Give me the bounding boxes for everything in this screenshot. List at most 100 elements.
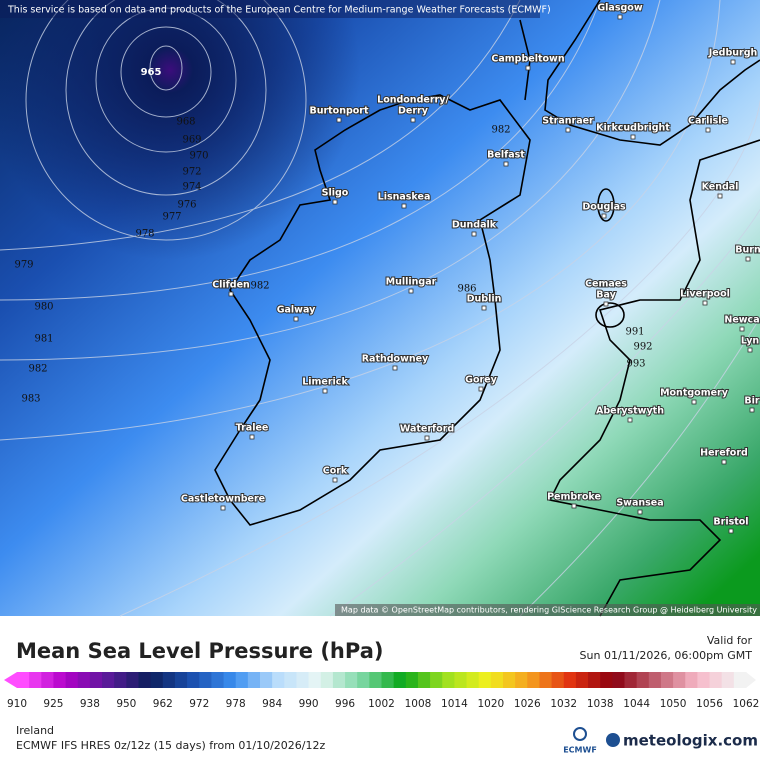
city-label: Burtonport <box>309 106 369 117</box>
colorbar-segment <box>393 672 407 688</box>
colorbar-segment <box>77 672 91 688</box>
city-marker <box>249 434 255 440</box>
isobar-label: 979 <box>14 260 33 271</box>
colorbar-segment <box>174 672 188 688</box>
city-label: Swansea <box>616 498 663 509</box>
colorbar-segment <box>551 672 565 688</box>
city-marker <box>478 386 484 392</box>
city-label: Clifden <box>212 280 250 291</box>
city-label: Kendal <box>702 182 739 193</box>
city-label: Dublin <box>467 294 502 305</box>
valid-label: Valid for <box>707 634 753 647</box>
city-marker <box>603 301 609 307</box>
city-marker <box>601 213 607 219</box>
coastlines <box>214 0 760 617</box>
isobar-label: 977 <box>162 212 181 223</box>
colorbar-segment <box>260 672 273 688</box>
colorbar-tick-label: 1002 <box>368 698 395 710</box>
city-label: Dundalk <box>452 220 497 231</box>
legend-title: Mean Sea Level Pressure (hPa) <box>16 639 383 663</box>
colorbar-segment <box>430 672 443 688</box>
city-label: Hereford <box>700 448 748 459</box>
footer: Ireland ECMWF IFS HRES 0z/12z (15 days) … <box>16 724 758 755</box>
city-marker <box>705 127 711 133</box>
city-label: Rathdowney <box>362 354 429 365</box>
colorbar-tick-label: 1062 <box>733 698 760 710</box>
colorbar-segment <box>29 672 42 688</box>
colorbar-segment <box>53 672 67 688</box>
city-label: Cemaes <box>585 279 627 290</box>
attribution: This service is based on data and produc… <box>7 5 551 16</box>
attribution: Map data © OpenStreetMap contributors, r… <box>341 606 757 615</box>
city-marker <box>739 326 745 332</box>
city-label: Liverpool <box>680 289 730 300</box>
colorbar-segment <box>150 672 164 688</box>
isobar-label: 972 <box>182 167 201 178</box>
colorbar-segment <box>636 672 650 688</box>
model-run: ECMWF IFS HRES 0z/12z (15 days) from 01/… <box>16 739 326 752</box>
colorbar-segment <box>17 672 30 688</box>
city-marker <box>749 407 755 413</box>
colorbar-segment <box>563 672 577 688</box>
colorbar-segment <box>490 672 504 688</box>
city-label: Kirkcudbright <box>596 123 670 134</box>
city-marker <box>336 117 342 123</box>
colorbar-segment <box>320 672 334 688</box>
colorbar-segment <box>381 672 395 688</box>
colorbar-segment <box>272 672 285 688</box>
colorbar-segment <box>357 672 370 688</box>
city-label: Belfast <box>487 150 525 161</box>
city-label: Stranraer <box>542 116 594 127</box>
colorbar-tick-label: 1026 <box>514 698 541 710</box>
city-label: Waterford <box>400 424 454 435</box>
city-label: Gorey <box>465 375 497 386</box>
map: This service is based on data and produc… <box>0 0 760 617</box>
colorbar-segment <box>235 672 249 688</box>
city-label: Carlisle <box>688 116 728 127</box>
isobar-label: 968 <box>176 117 195 128</box>
city-label: Lyn <box>741 336 760 347</box>
colorbar-segment <box>199 672 212 688</box>
city-marker <box>717 193 723 199</box>
city-marker <box>332 199 338 205</box>
colorbar-tick-label: 1020 <box>477 698 504 710</box>
city-label: Jedburgh <box>708 48 758 59</box>
colorbar-segment <box>211 672 225 688</box>
colorbar-segment <box>600 672 613 688</box>
colorbar-segment <box>345 672 358 688</box>
city-marker <box>637 509 643 515</box>
colorbar-tick-label: 910 <box>7 698 27 710</box>
isobar-label: 980 <box>34 302 53 313</box>
isobar-label: 981 <box>34 334 53 345</box>
valid-time: Sun 01/11/2026, 06:00pm GMT <box>580 649 753 662</box>
isobar-label: 983 <box>21 394 40 405</box>
colorbar-segment <box>41 672 54 688</box>
colorbar-segment <box>648 672 662 688</box>
city-marker <box>481 305 487 311</box>
city-label: Newca <box>724 315 759 326</box>
city-marker <box>293 316 299 322</box>
city-label: Sligo <box>322 188 349 199</box>
colorbar-segment <box>187 672 200 688</box>
city-label: Limerick <box>302 377 348 388</box>
city-marker <box>408 288 414 294</box>
colorbar-segment <box>284 672 297 688</box>
colorbar-tick-label: 978 <box>226 698 246 710</box>
city-label: Bir <box>744 396 759 407</box>
city-label: Cork <box>323 466 348 477</box>
city-label: Bristol <box>713 517 748 528</box>
colorbar-segment <box>575 672 589 688</box>
isobar-label: 970 <box>189 151 208 162</box>
colorbar-segment <box>697 672 711 688</box>
city-label: Galway <box>277 305 316 316</box>
isobar-label: 978 <box>135 229 154 240</box>
colorbar-tick-label: 1056 <box>696 698 723 710</box>
colorbar-segment <box>65 672 79 688</box>
city-marker <box>401 203 407 209</box>
isobar-label: 982 <box>28 364 47 375</box>
city-label: Lisnaskea <box>378 192 431 203</box>
colorbar-segment <box>685 672 698 688</box>
colorbar-segment <box>612 672 625 688</box>
city-label: Londonderry/ <box>377 95 449 106</box>
city-marker <box>571 503 577 509</box>
